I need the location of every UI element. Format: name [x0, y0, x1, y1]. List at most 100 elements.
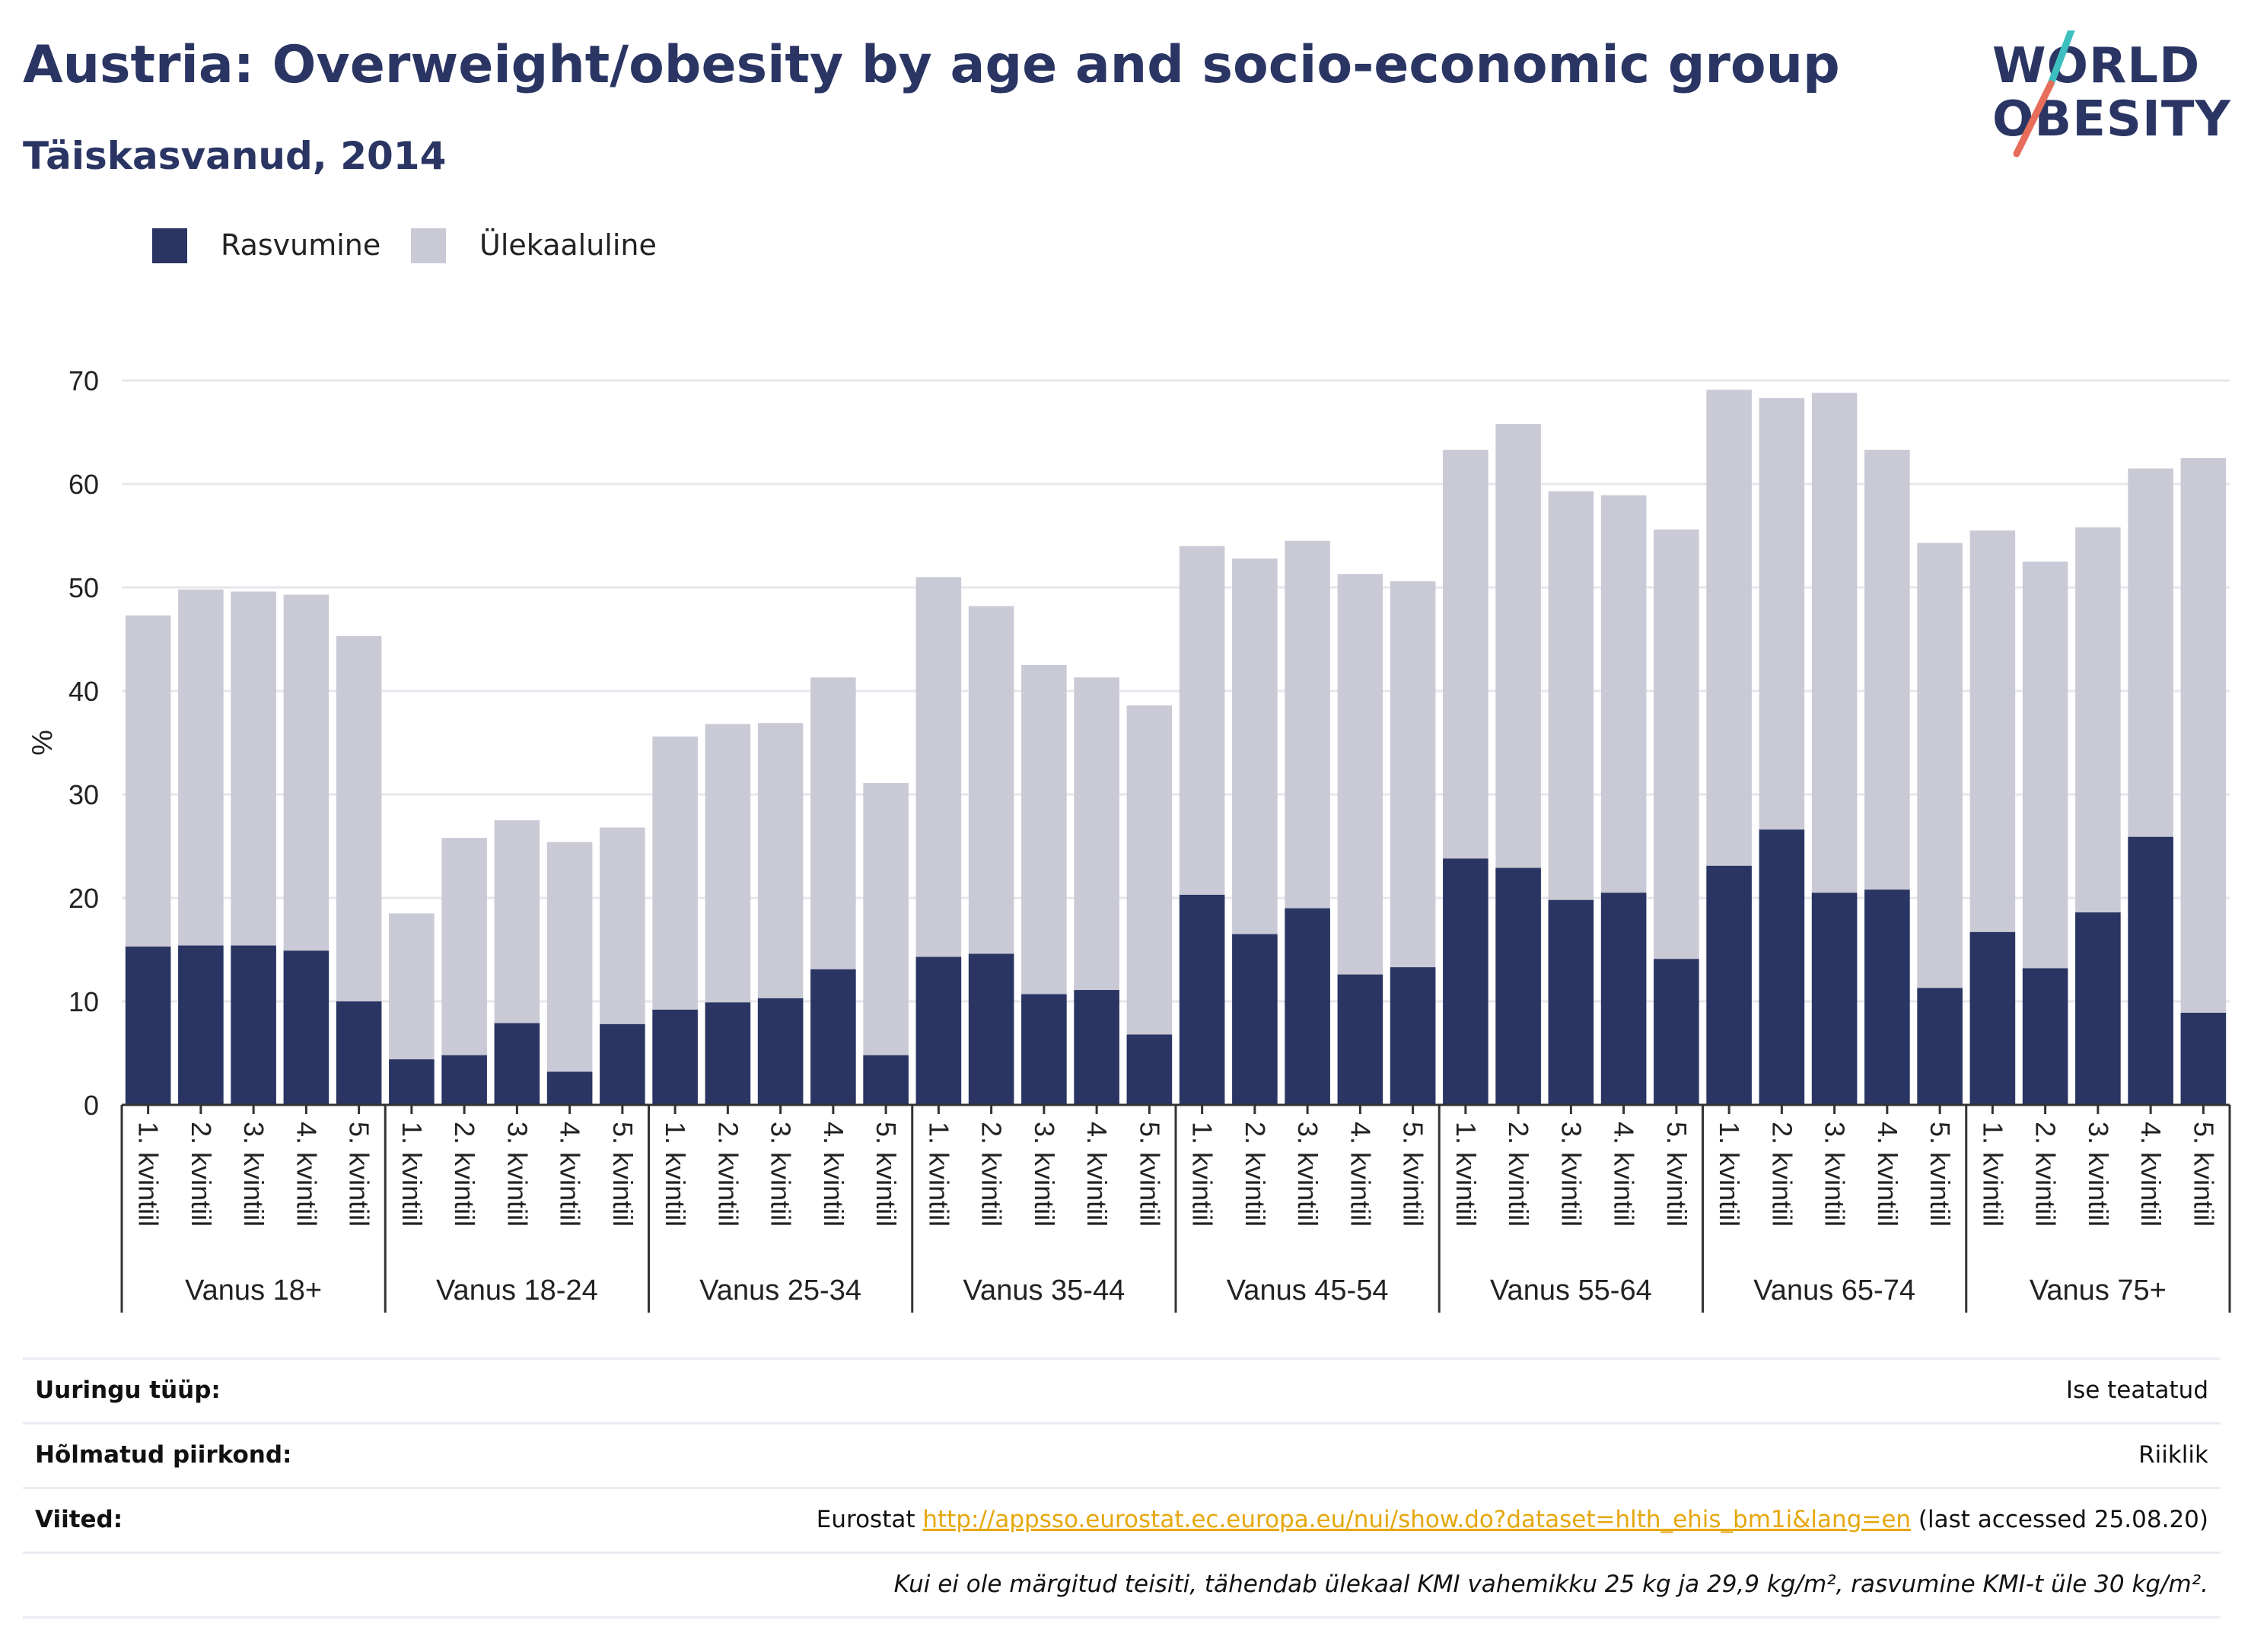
x-category-label: 3. kvintiil	[1820, 1122, 1851, 1227]
bar-obesity	[1285, 908, 1330, 1105]
x-category-label: 4. kvintiil	[818, 1122, 849, 1227]
bar-obesity	[1074, 990, 1119, 1105]
bar-obesity	[2128, 836, 2173, 1105]
bar-obesity	[1443, 858, 1488, 1105]
x-category-label: 3. kvintiil	[238, 1122, 269, 1227]
x-category-label: 2. kvintiil	[186, 1122, 217, 1227]
bar-obesity	[1864, 890, 1910, 1105]
meta-row-references: Viited: Eurostat http://appsso.eurostat.…	[23, 1487, 2221, 1552]
x-category-label: 4. kvintiil	[555, 1122, 586, 1227]
bar-obesity	[2022, 968, 2068, 1105]
bar-obesity	[1706, 865, 1752, 1105]
bar-obesity	[1179, 894, 1225, 1105]
bar-obesity	[810, 969, 856, 1105]
meta-value-survey-type: Ise teatatud	[2065, 1377, 2208, 1404]
x-category-label: 4. kvintiil	[2135, 1122, 2167, 1227]
bar-obesity	[336, 1001, 382, 1105]
bar-obesity	[705, 1002, 751, 1105]
x-category-label: 2. kvintiil	[976, 1122, 1008, 1227]
x-category-label: 2. kvintiil	[449, 1122, 480, 1227]
chart-title: Austria: Overweight/obesity by age and s…	[23, 35, 1840, 95]
bar-obesity	[863, 1055, 909, 1105]
x-category-label: 2. kvintiil	[1240, 1122, 1271, 1227]
chart-subtitle: Täiskasvanud, 2014	[23, 134, 447, 178]
definition-note: Kui ei ole märgitud teisiti, tähendab ül…	[893, 1571, 2208, 1598]
x-category-label: 1. kvintiil	[133, 1122, 164, 1227]
x-group-label: Vanus 45-54	[1227, 1275, 1389, 1307]
x-category-label: 2. kvintiil	[1766, 1122, 1797, 1227]
bar-chart: 0 10 20 30 40 50 60 70% 1. kvintiil 2. kvintiil 3.…	[27, 365, 2231, 1313]
bar-obesity	[1600, 893, 1647, 1105]
x-category-label: 1. kvintiil	[1187, 1122, 1218, 1227]
y-tick-label: 40	[68, 676, 99, 707]
legend-label-overweight: Ülekaaluline	[479, 228, 657, 262]
x-category-label: 5. kvintiil	[1925, 1122, 1956, 1227]
x-category-label: 1. kvintiil	[1977, 1122, 2008, 1227]
bar-obesity	[283, 950, 330, 1105]
bar-obesity	[389, 1059, 435, 1105]
x-category-label: 5. kvintiil	[1398, 1122, 1429, 1227]
y-tick-label: 30	[68, 779, 99, 810]
y-axis-label: %	[27, 730, 59, 756]
bar-overweight	[546, 842, 593, 1105]
bar-obesity	[1126, 1034, 1173, 1105]
bar-obesity	[1548, 899, 1594, 1105]
logo-line-1: WORLD	[1992, 38, 2201, 94]
meta-value-references: Eurostat http://appsso.eurostat.ec.europ…	[817, 1506, 2208, 1533]
meta-value-region: Riiklik	[2138, 1441, 2208, 1469]
reference-source: Eurostat	[816, 1506, 915, 1533]
y-tick-label: 60	[68, 469, 99, 500]
x-category-label: 1. kvintiil	[1714, 1122, 1745, 1227]
meta-key-references: Viited:	[35, 1506, 123, 1533]
x-group-label: Vanus 65-74	[1753, 1275, 1915, 1307]
logo-slash-icon	[2013, 30, 2075, 158]
legend-swatch-obesity	[152, 228, 187, 263]
bar-obesity	[178, 945, 224, 1105]
x-category-label: 3. kvintiil	[1555, 1122, 1587, 1227]
x-category-label: 3. kvintiil	[2083, 1122, 2114, 1227]
bar-obesity	[441, 1055, 487, 1105]
bar-obesity	[915, 957, 962, 1105]
x-category-label: 2. kvintiil	[1503, 1122, 1534, 1227]
x-category-label: 5. kvintiil	[607, 1122, 638, 1227]
bar-obesity	[968, 953, 1014, 1105]
bar-obesity	[757, 998, 804, 1105]
legend-label-obesity: Rasvumine	[221, 228, 381, 262]
bar-obesity	[1390, 967, 1436, 1105]
bar-obesity	[652, 1009, 698, 1105]
bar-overweight	[2180, 458, 2227, 1105]
x-category-label: 5. kvintiil	[871, 1122, 902, 1227]
x-category-label: 4. kvintiil	[1345, 1122, 1376, 1227]
x-category-label: 3. kvintiil	[1292, 1122, 1323, 1227]
x-category-label: 4. kvintiil	[1872, 1122, 1903, 1227]
x-category-label: 4. kvintiil	[1081, 1122, 1113, 1227]
x-category-label: 1. kvintiil	[396, 1122, 428, 1227]
y-tick-label: 10	[68, 986, 99, 1017]
x-group-label: Vanus 55-64	[1490, 1275, 1652, 1307]
x-category-label: 1. kvintiil	[660, 1122, 691, 1227]
x-category-label: 1. kvintiil	[1450, 1122, 1482, 1227]
x-category-label: 1. kvintiil	[923, 1122, 954, 1227]
bar-obesity	[1969, 931, 2016, 1105]
bar-obesity	[546, 1071, 593, 1105]
reference-link[interactable]: http://appsso.eurostat.ec.europa.eu/nui/…	[922, 1506, 1912, 1533]
bar-obesity	[1021, 994, 1067, 1105]
metadata-table: Uuringu tüüp: Ise teatatud Hõlmatud piir…	[23, 1358, 2221, 1619]
reference-accessed: (last accessed 25.08.20)	[1918, 1506, 2208, 1533]
x-category-label: 5. kvintiil	[344, 1122, 375, 1227]
x-category-label: 3. kvintiil	[1029, 1122, 1060, 1227]
y-tick-label: 0	[84, 1090, 99, 1121]
x-category-label: 5. kvintiil	[2188, 1122, 2219, 1227]
meta-row-note: Kui ei ole märgitud teisiti, tähendab ül…	[23, 1552, 2221, 1619]
bar-overweight	[863, 783, 909, 1105]
bar-obesity	[1495, 867, 1541, 1105]
x-group-label: Vanus 18+	[185, 1275, 322, 1307]
bar-obesity	[125, 946, 171, 1105]
x-group-label: Vanus 75+	[2030, 1275, 2167, 1307]
x-category-label: 4. kvintiil	[291, 1122, 322, 1227]
x-category-label: 3. kvintiil	[501, 1122, 533, 1227]
meta-row-region: Hõlmatud piirkond: Riiklik	[23, 1422, 2221, 1487]
y-tick-label: 50	[68, 572, 99, 603]
x-category-label: 3. kvintiil	[766, 1122, 797, 1227]
bar-obesity	[1337, 974, 1383, 1105]
